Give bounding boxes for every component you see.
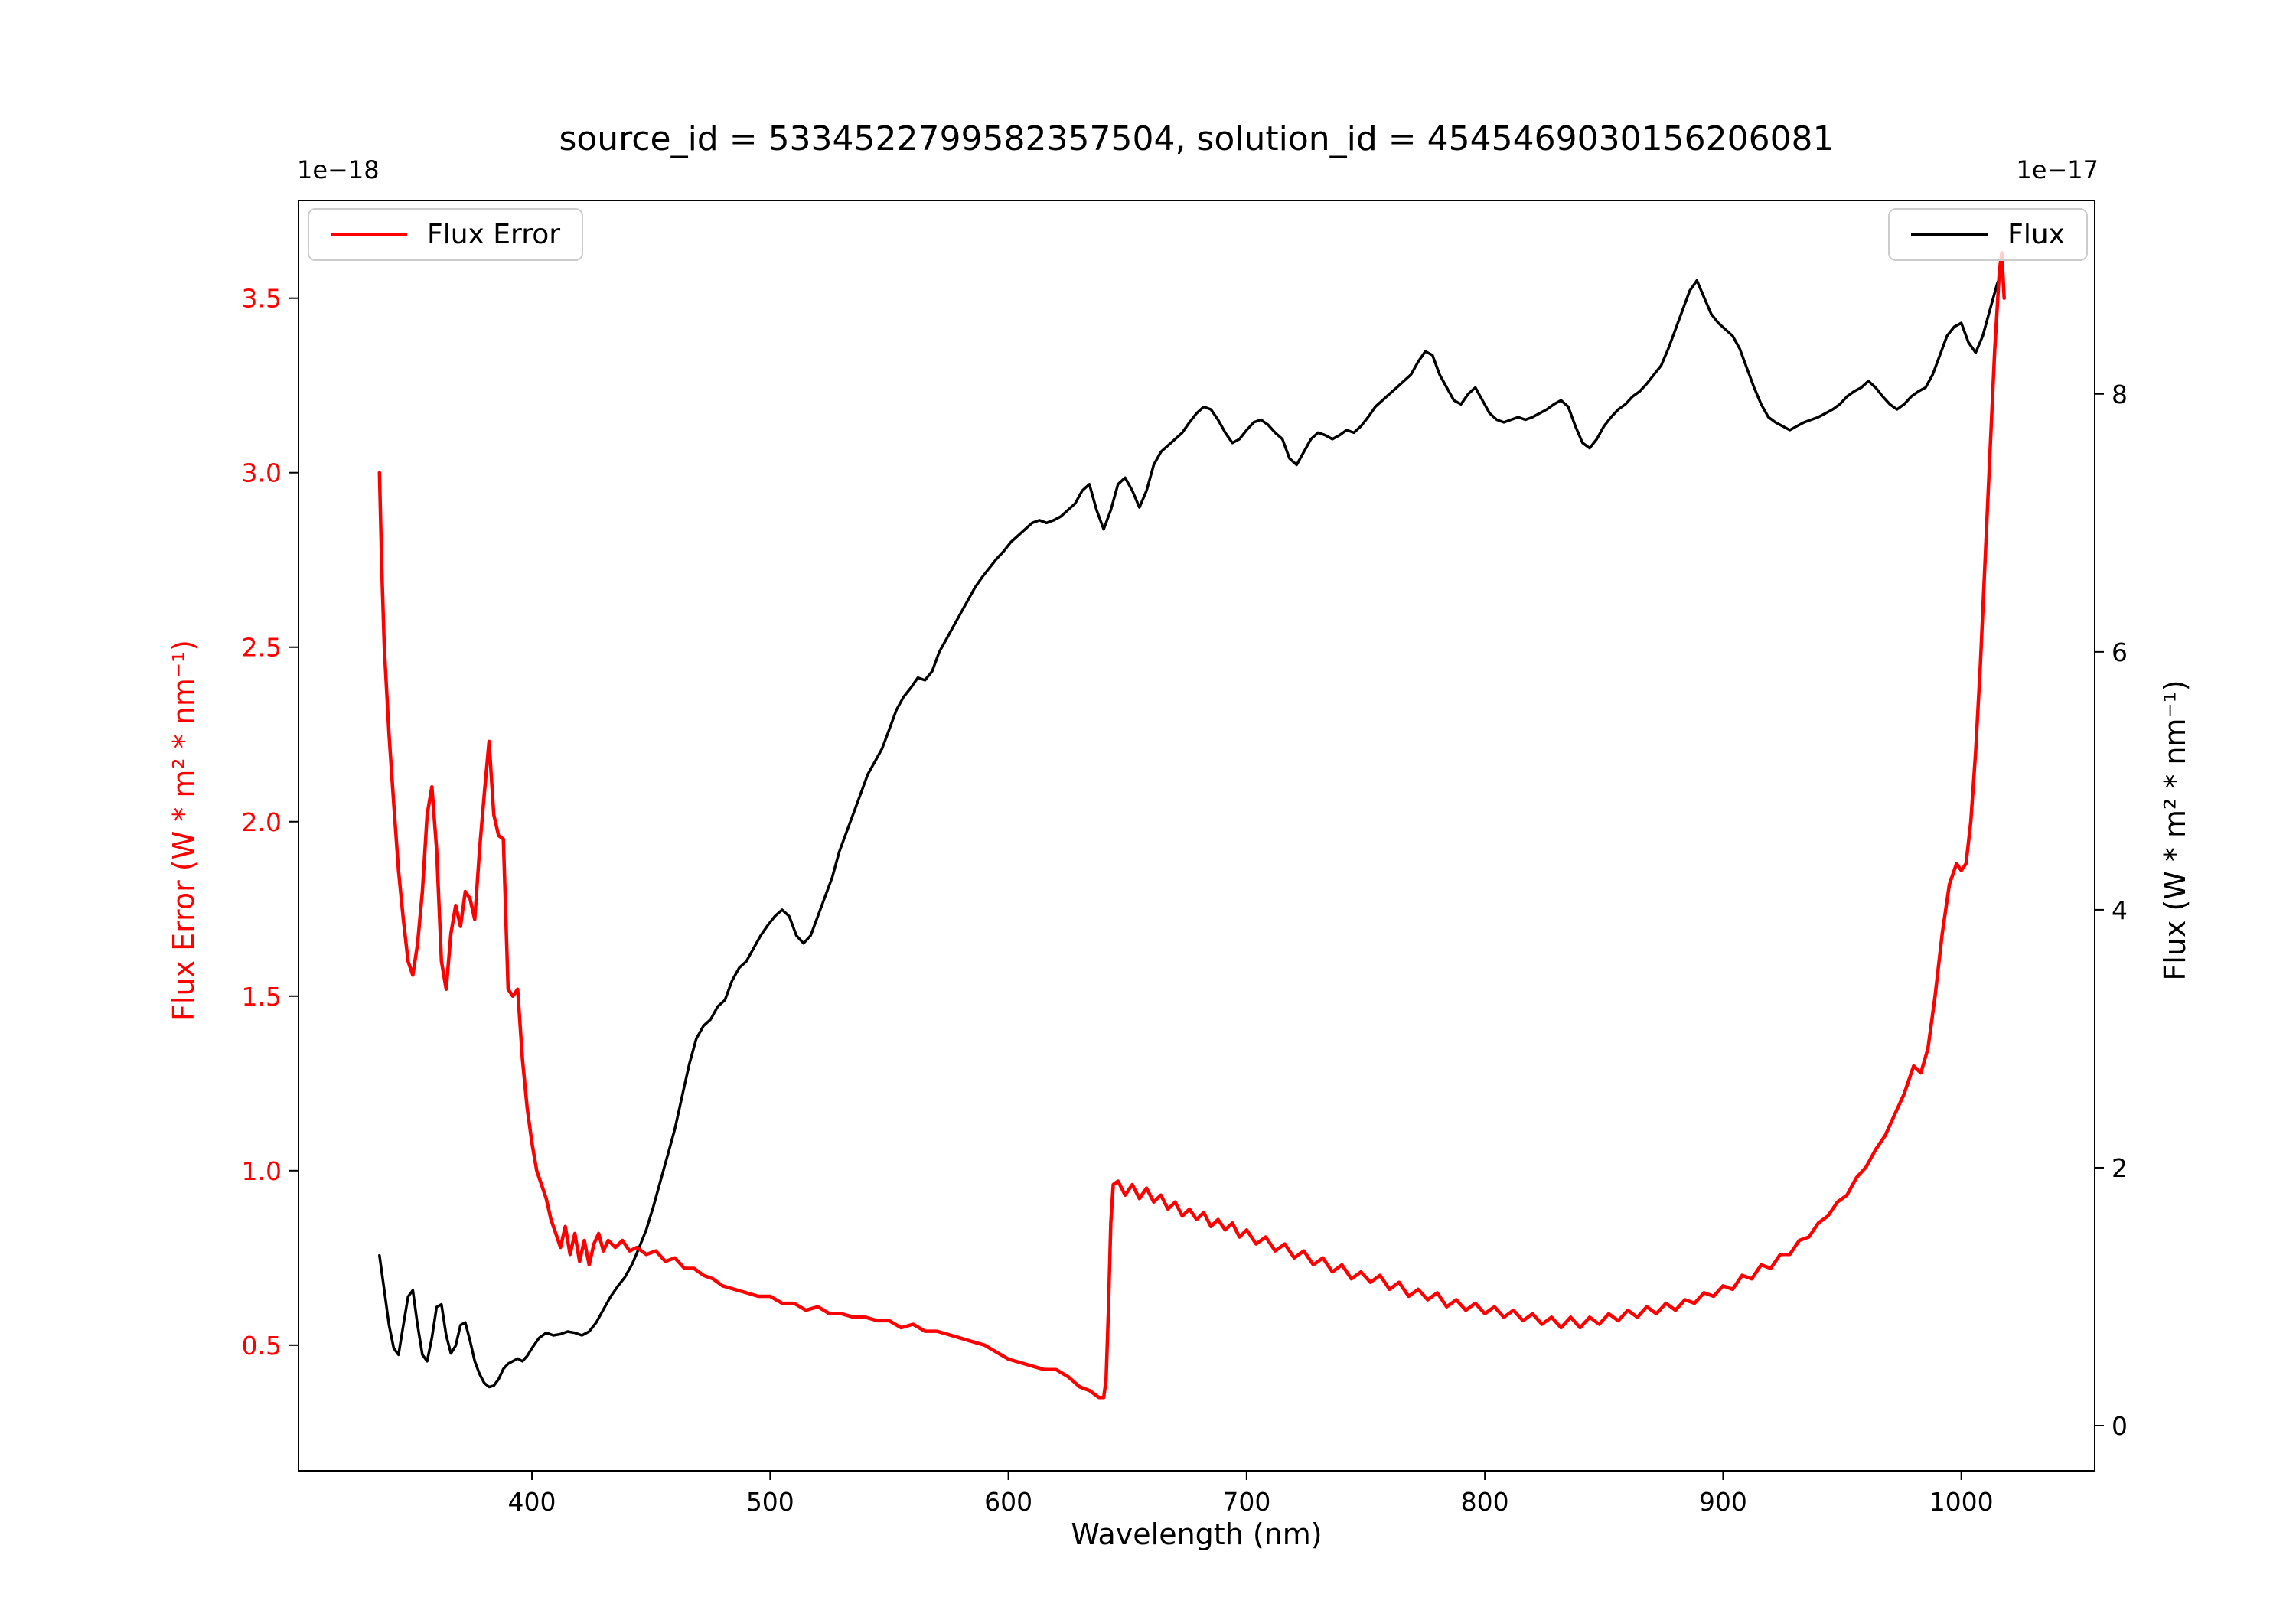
x-axis-label: Wavelength (nm) <box>1071 1517 1322 1551</box>
x-tick-label: 600 <box>984 1487 1032 1517</box>
x-tick-label: 900 <box>1699 1487 1747 1517</box>
flux-error-curve <box>377 251 2006 1400</box>
flux-error-legend-label: Flux Error <box>427 219 561 250</box>
flux-error-legend-line <box>331 233 407 236</box>
left-tick-label: 2.5 <box>242 633 282 663</box>
x-tick-label: 1000 <box>1929 1487 1994 1517</box>
flux-curve <box>378 269 2004 1389</box>
right-tick-label: 6 <box>2112 637 2128 667</box>
x-tick-label: 700 <box>1222 1487 1270 1517</box>
flux-legend-label: Flux <box>2007 219 2065 250</box>
left-tick-label: 0.5 <box>242 1331 282 1361</box>
right-tick-label: 0 <box>2112 1411 2128 1441</box>
left-axis-offset-text: 1e−18 <box>297 155 380 184</box>
axes-frame <box>298 200 2095 1472</box>
legend-flux-error: Flux Error <box>308 208 584 261</box>
right-tick-label: 2 <box>2112 1153 2128 1183</box>
left-tick-label: 1.5 <box>242 982 282 1012</box>
left-tick-label: 3.0 <box>242 458 282 488</box>
legend-flux: Flux <box>1888 208 2088 261</box>
right-tick-label: 4 <box>2112 895 2128 925</box>
x-tick-label: 800 <box>1461 1487 1509 1517</box>
x-tick-label: 500 <box>746 1487 794 1517</box>
x-tick-label: 400 <box>508 1487 556 1517</box>
right-axis-offset-text: 1e−17 <box>2016 155 2099 184</box>
flux-legend-line <box>1911 233 1988 236</box>
left-tick-label: 2.0 <box>242 807 282 837</box>
right-tick-label: 8 <box>2112 380 2128 409</box>
left-tick-label: 1.0 <box>242 1156 282 1186</box>
chart-title: source_id = 5334522799582357504, solutio… <box>559 119 1835 158</box>
left-tick-label: 3.5 <box>242 284 282 314</box>
